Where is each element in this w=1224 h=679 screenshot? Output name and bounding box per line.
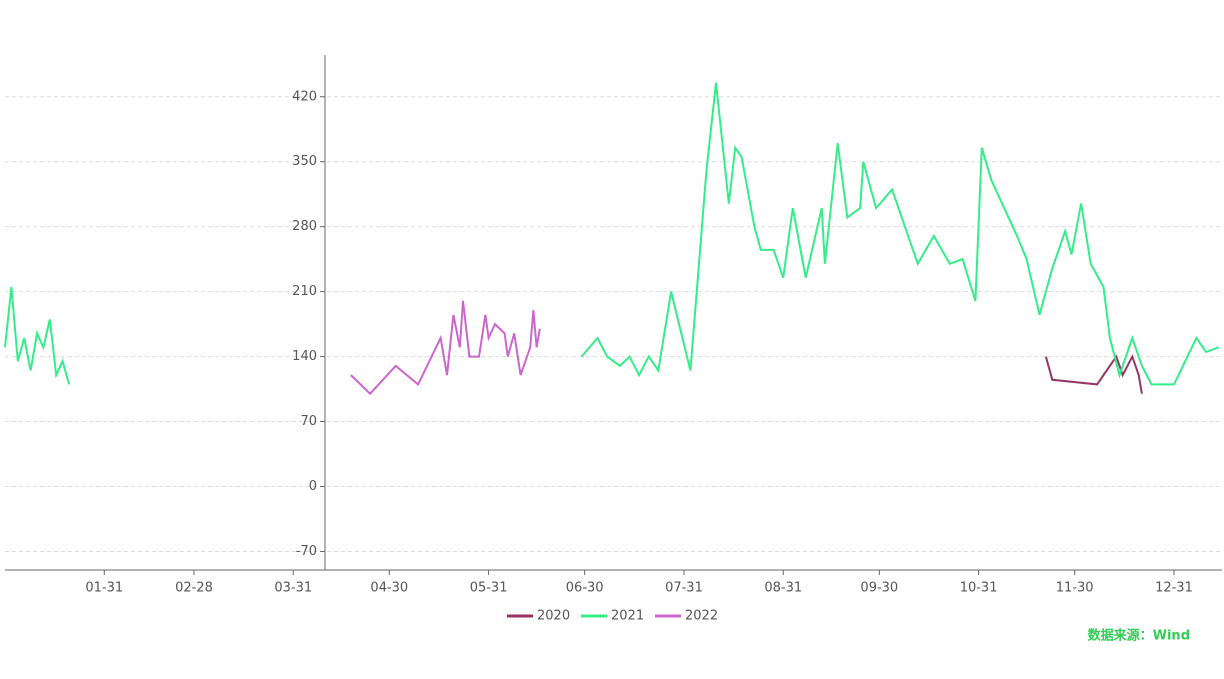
y-tick-label: 70 bbox=[300, 414, 317, 429]
y-tick-label: 350 bbox=[292, 154, 317, 169]
y-tick-label: 420 bbox=[292, 89, 317, 104]
series-line bbox=[4, 82, 1220, 386]
x-tick-label: 08-31 bbox=[764, 581, 802, 596]
x-tick-label: 03-31 bbox=[274, 581, 312, 596]
y-tick-label: 140 bbox=[292, 349, 317, 364]
y-tick-label: 210 bbox=[292, 284, 317, 299]
source-note: 数据来源：Wind bbox=[1088, 628, 1190, 644]
x-tick-label: 06-30 bbox=[566, 581, 604, 596]
y-tick-label: 0 bbox=[309, 479, 317, 494]
y-tick-label: 280 bbox=[292, 219, 317, 234]
x-tick-label: 11-30 bbox=[1056, 581, 1094, 596]
x-tick-label: 12-31 bbox=[1155, 581, 1193, 596]
legend-label: 2020 bbox=[537, 609, 570, 624]
legend-label: 2021 bbox=[611, 609, 644, 624]
x-tick-label: 09-30 bbox=[860, 581, 898, 596]
y-tick-label: -70 bbox=[296, 544, 317, 559]
x-tick-label: 10-31 bbox=[960, 581, 998, 596]
x-tick-label: 05-31 bbox=[470, 581, 508, 596]
x-tick-label: 04-30 bbox=[370, 581, 408, 596]
x-tick-label: 01-31 bbox=[85, 581, 123, 596]
series-line bbox=[1044, 354, 1143, 394]
series-line bbox=[350, 300, 541, 396]
x-tick-label: 02-28 bbox=[175, 581, 213, 596]
legend-label: 2022 bbox=[685, 609, 718, 624]
x-tick-label: 07-31 bbox=[665, 581, 703, 596]
